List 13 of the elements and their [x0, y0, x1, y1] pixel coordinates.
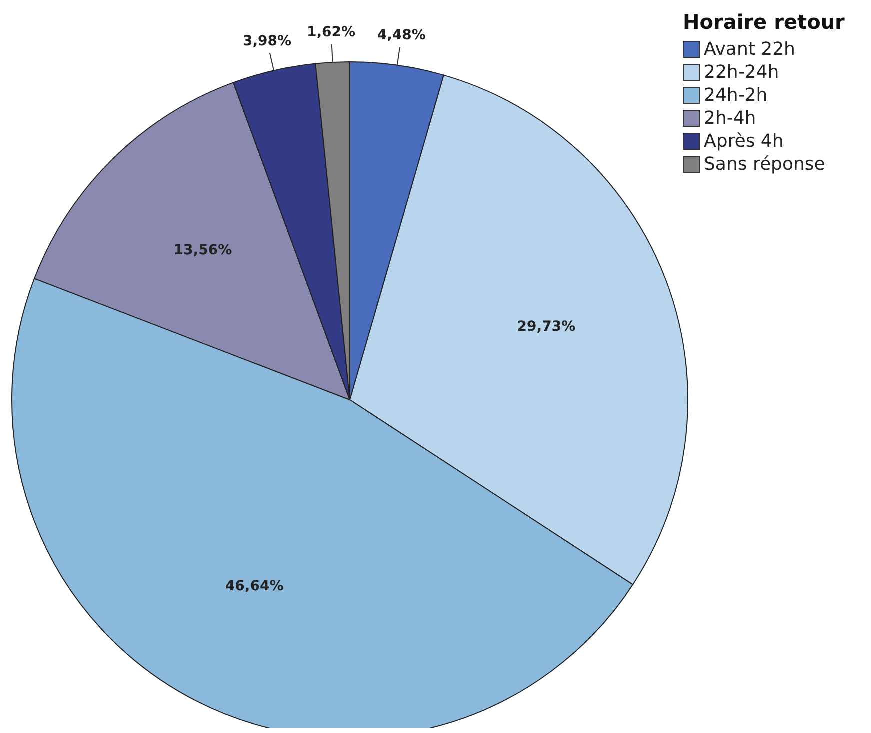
data-label: 46,64% — [225, 578, 284, 595]
legend-label: 2h-4h — [704, 108, 756, 129]
data-label: 13,56% — [174, 242, 232, 259]
legend-label: Sans réponse — [704, 154, 826, 175]
data-label: 1,62% — [306, 24, 356, 40]
data-label: 29,73% — [517, 319, 576, 336]
legend-title: Horaire retour — [683, 10, 846, 34]
legend-label: 24h-2h — [704, 85, 768, 106]
legend-label: Après 4h — [704, 131, 784, 152]
data-label: 3,98% — [242, 33, 292, 50]
legend-label: 22h-24h — [704, 62, 780, 83]
data-label: 4,48% — [377, 28, 426, 44]
legend-label: Avant 22h — [704, 39, 796, 60]
